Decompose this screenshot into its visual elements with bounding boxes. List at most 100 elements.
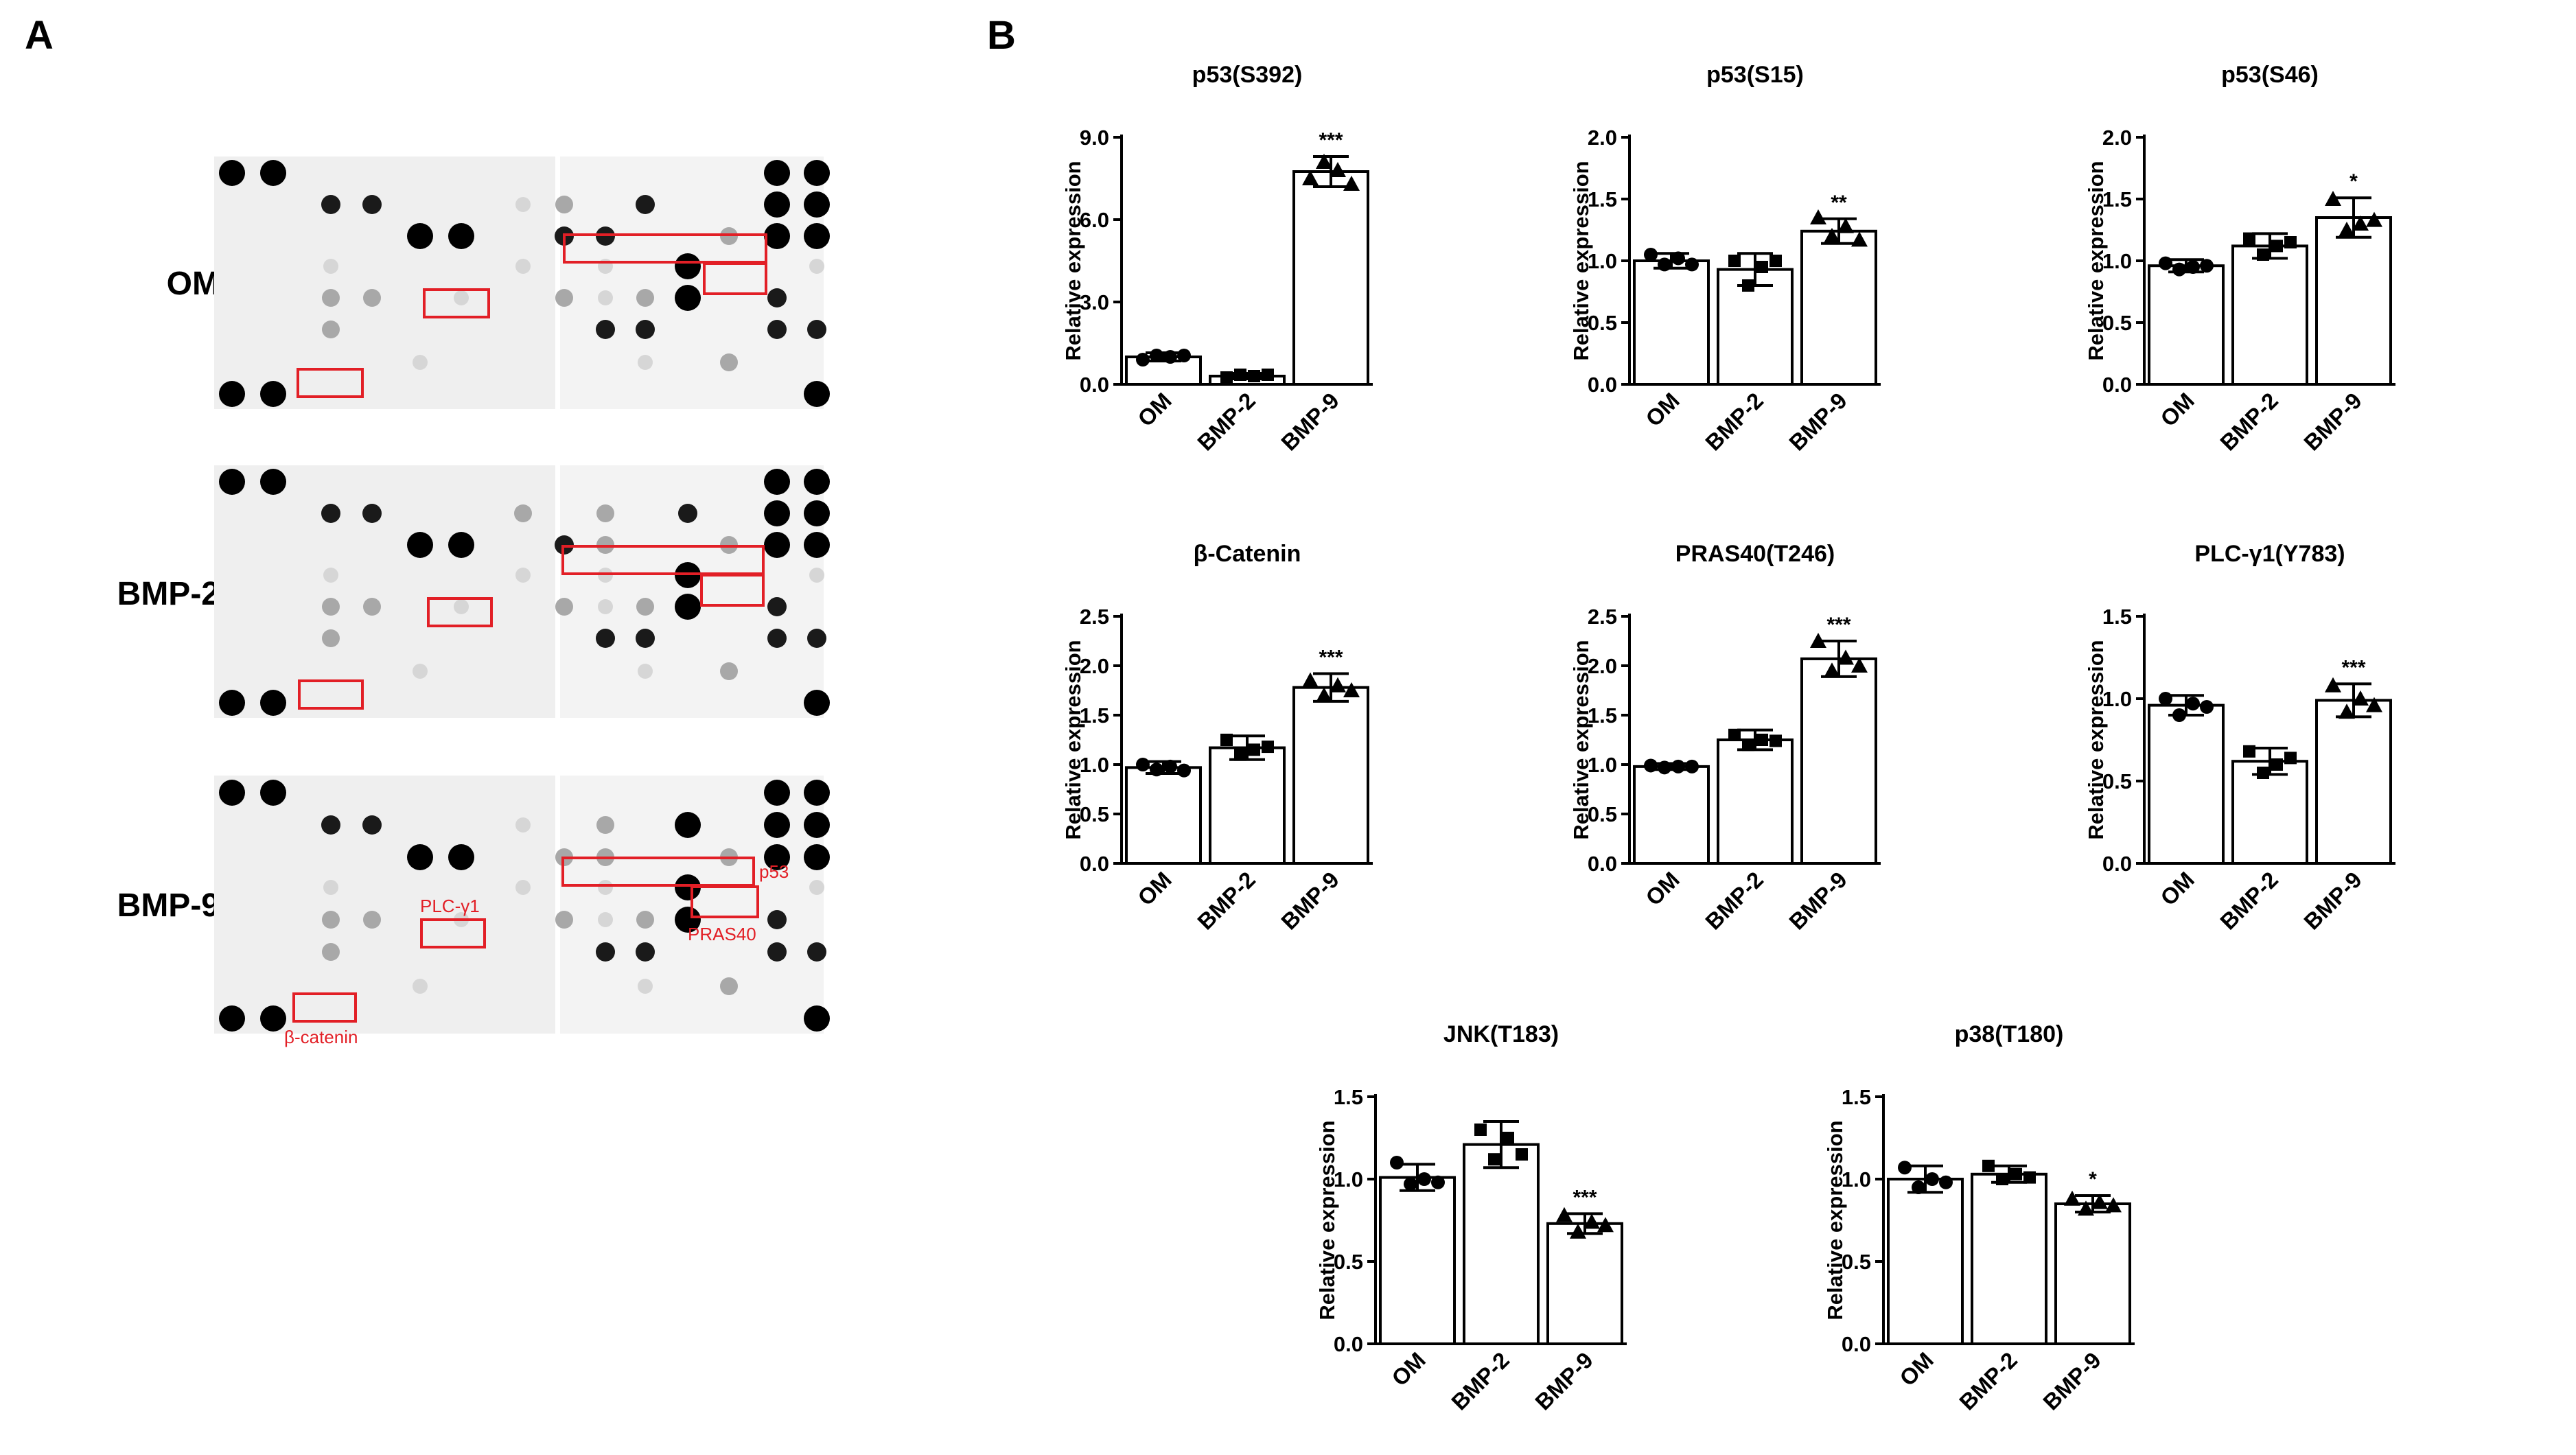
blot-spot: [362, 815, 382, 835]
blot-membrane-left-half: [214, 776, 555, 1034]
chart-pras40-t246: PRAS40(T246) Relative expression 0.0 0.5 1.0…: [1569, 541, 1881, 935]
blot-spot: [804, 690, 830, 716]
blot-spot: [515, 880, 531, 896]
blot-spot: [598, 912, 613, 928]
blot-spot: [322, 598, 340, 616]
data-point: [1597, 1217, 1614, 1233]
y-tick-label: 1.5: [1588, 703, 1617, 728]
bar: [1125, 766, 1202, 865]
chart-p53-s15: p53(S15) Relative expression 0.0 0.5 1.0 1.5 2…: [1569, 62, 1881, 456]
data-point: [1671, 251, 1685, 266]
x-tick-label: OM: [1640, 867, 1684, 911]
x-tick-label: BMP-2: [2215, 388, 2283, 456]
bar: [1463, 1143, 1540, 1345]
data-point: [2257, 248, 2269, 261]
data-point: [2159, 692, 2172, 706]
data-point: [1982, 1159, 1995, 1172]
data-point: [1474, 1124, 1487, 1136]
blot-spot: [720, 977, 738, 995]
bar: [2148, 264, 2225, 386]
blot-spot: [322, 911, 340, 929]
data-point: [1556, 1207, 1573, 1222]
annotation-beta-catenin: β-catenin: [284, 1027, 358, 1047]
y-tick-label: 1.0: [2102, 687, 2132, 711]
box-p53-om: [563, 233, 767, 264]
data-point: [1316, 687, 1332, 703]
blot-spot: [636, 195, 655, 214]
chart-title: β-Catenin: [1194, 541, 1301, 567]
blot-spot: [515, 817, 531, 833]
bar: [1800, 229, 1877, 386]
blot-spot: [260, 1005, 286, 1032]
data-point: [2010, 1167, 2022, 1180]
data-point: [1769, 734, 1782, 747]
x-tick-label: BMP-9: [1276, 388, 1344, 456]
x-tick-label: BMP-9: [1530, 1347, 1598, 1415]
data-point: [2243, 745, 2255, 758]
blot-spot: [804, 160, 830, 186]
blot-spot: [804, 843, 830, 870]
y-tick-label: 1.0: [1588, 753, 1617, 777]
blot-membrane-left-half: [214, 465, 555, 718]
chart-title: p53(S46): [2221, 62, 2319, 88]
blot-spot: [804, 500, 830, 526]
y-tick-label: 2.0: [1588, 654, 1617, 678]
data-point: [2284, 752, 2297, 765]
bar: [1546, 1222, 1623, 1345]
bar: [2315, 699, 2392, 865]
blot-spot: [804, 469, 830, 495]
chart-title: PRAS40(T246): [1675, 541, 1835, 567]
blot-spot: [260, 469, 286, 495]
blot-membrane-bmp2: [214, 465, 830, 718]
blot-spot: [448, 843, 474, 870]
blot-spot: [598, 290, 613, 305]
blot-row-label-bmp9: BMP-9: [117, 887, 220, 924]
blot-spot: [809, 880, 824, 896]
x-tick-label: BMP-2: [1446, 1347, 1514, 1415]
blot-spot: [555, 598, 573, 616]
blot-spot: [555, 196, 573, 213]
y-tick-label: 0.0: [2102, 373, 2132, 397]
blot-spot: [323, 568, 338, 583]
blot-spot: [321, 815, 340, 835]
blot-spot: [804, 532, 830, 558]
y-tick-label: 1.5: [1080, 703, 1109, 728]
blot-spot: [804, 223, 830, 249]
box-p53-bmp9: [561, 857, 755, 887]
x-tick-label: OM: [1386, 1347, 1430, 1391]
y-tick-label: 0.5: [1842, 1250, 1871, 1274]
significance-label: ***: [1826, 614, 1850, 636]
x-tick-label: OM: [2155, 388, 2199, 432]
blot-spot: [514, 504, 532, 522]
blot-spot: [767, 629, 787, 648]
bar: [1292, 686, 1369, 865]
data-point: [1343, 682, 1360, 697]
data-point: [1163, 350, 1177, 364]
y-tick-label: 1.0: [1842, 1167, 1871, 1191]
blot-spot: [764, 779, 790, 806]
blot-spot: [804, 381, 830, 407]
blot-spot: [322, 321, 340, 338]
bar: [1209, 746, 1286, 865]
data-point: [1898, 1161, 1912, 1175]
significance-label: ***: [1319, 647, 1343, 669]
x-tick-label: BMP-2: [1700, 388, 1768, 456]
blot-spot: [413, 978, 428, 994]
blot-spot: [515, 568, 531, 583]
data-point: [2172, 708, 2186, 722]
y-tick-label: 9.0: [1080, 126, 1109, 150]
blot-spot: [219, 779, 245, 806]
significance-label: ***: [1573, 1186, 1597, 1209]
panel-label-a: A: [25, 13, 54, 58]
data-point: [1810, 209, 1826, 224]
y-tick-label: 2.5: [1588, 605, 1617, 629]
data-point: [1163, 759, 1177, 773]
blot-spot: [767, 288, 787, 307]
y-tick-label: 2.5: [1080, 605, 1109, 629]
blot-spot: [675, 562, 701, 588]
y-tick-label: 0.0: [1080, 852, 1109, 876]
x-tick-label: BMP-9: [1276, 867, 1344, 935]
blot-spot: [596, 942, 615, 962]
data-point: [1248, 370, 1260, 382]
blot-spot: [362, 504, 382, 523]
